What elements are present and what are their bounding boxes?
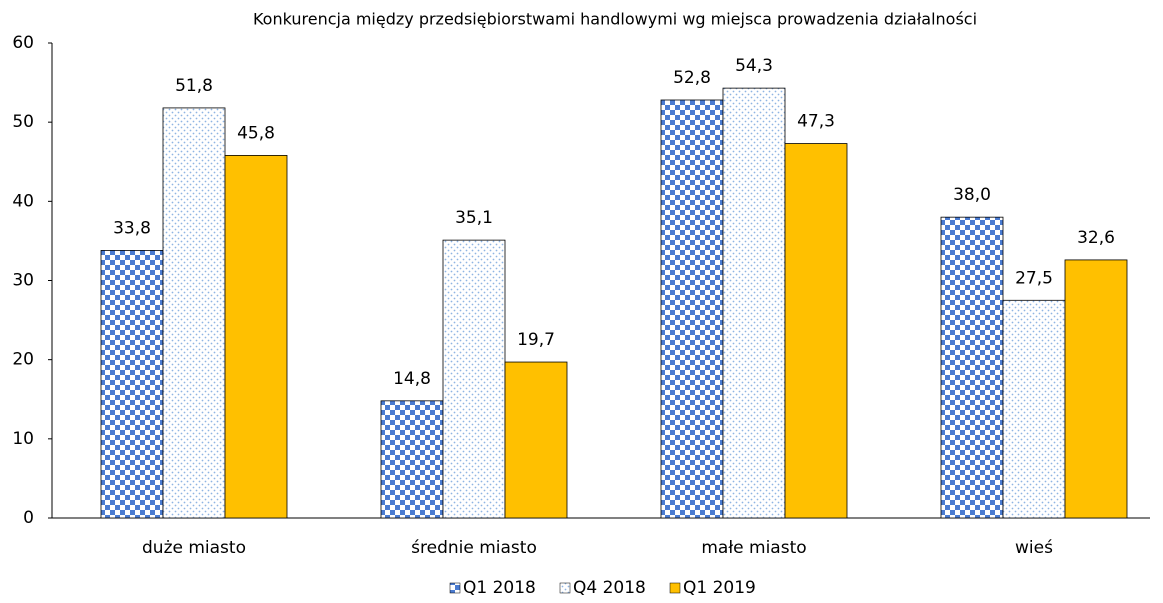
legend-label: Q1 2018 (463, 578, 536, 598)
value-label: 35,1 (455, 208, 493, 228)
bar (504, 361, 568, 519)
bar (100, 250, 164, 519)
y-tick-label: 50 (12, 112, 34, 132)
y-tick-label: 0 (23, 508, 34, 528)
value-label: 32,6 (1077, 228, 1115, 248)
y-tick-label: 40 (12, 191, 34, 211)
bar (162, 107, 226, 519)
bar (722, 87, 786, 519)
value-label: 27,5 (1015, 268, 1053, 288)
legend-swatch (449, 582, 461, 594)
y-tick-label: 20 (12, 350, 34, 370)
value-label: 19,7 (517, 330, 555, 350)
value-label: 52,8 (673, 68, 711, 88)
legend-label: Q4 2018 (573, 578, 646, 598)
x-tick-label: wieś (1015, 538, 1053, 558)
value-label: 14,8 (393, 369, 431, 389)
bar (1064, 259, 1128, 519)
value-label: 38,0 (953, 185, 991, 205)
bar (1002, 299, 1066, 519)
legend-label: Q1 2019 (683, 578, 756, 598)
bar (380, 400, 444, 519)
value-label: 54,3 (735, 56, 773, 76)
legend-swatch (669, 582, 681, 594)
y-tick-label: 60 (12, 33, 34, 53)
bar (784, 143, 848, 519)
x-tick-label: duże miasto (142, 538, 246, 558)
y-tick-label: 10 (12, 429, 34, 449)
chart-title: Konkurencja między przedsiębiorstwami ha… (253, 10, 977, 29)
bar (660, 99, 724, 519)
x-tick-label: małe miasto (701, 538, 806, 558)
legend-swatch (559, 582, 571, 594)
value-label: 47,3 (797, 112, 835, 132)
y-tick-label: 30 (12, 271, 34, 291)
bar (224, 155, 288, 519)
value-label: 33,8 (113, 218, 151, 238)
value-label: 51,8 (175, 76, 213, 96)
bar (442, 239, 506, 519)
x-tick-label: średnie miasto (411, 538, 537, 558)
bar (940, 216, 1004, 519)
value-label: 45,8 (237, 123, 275, 143)
